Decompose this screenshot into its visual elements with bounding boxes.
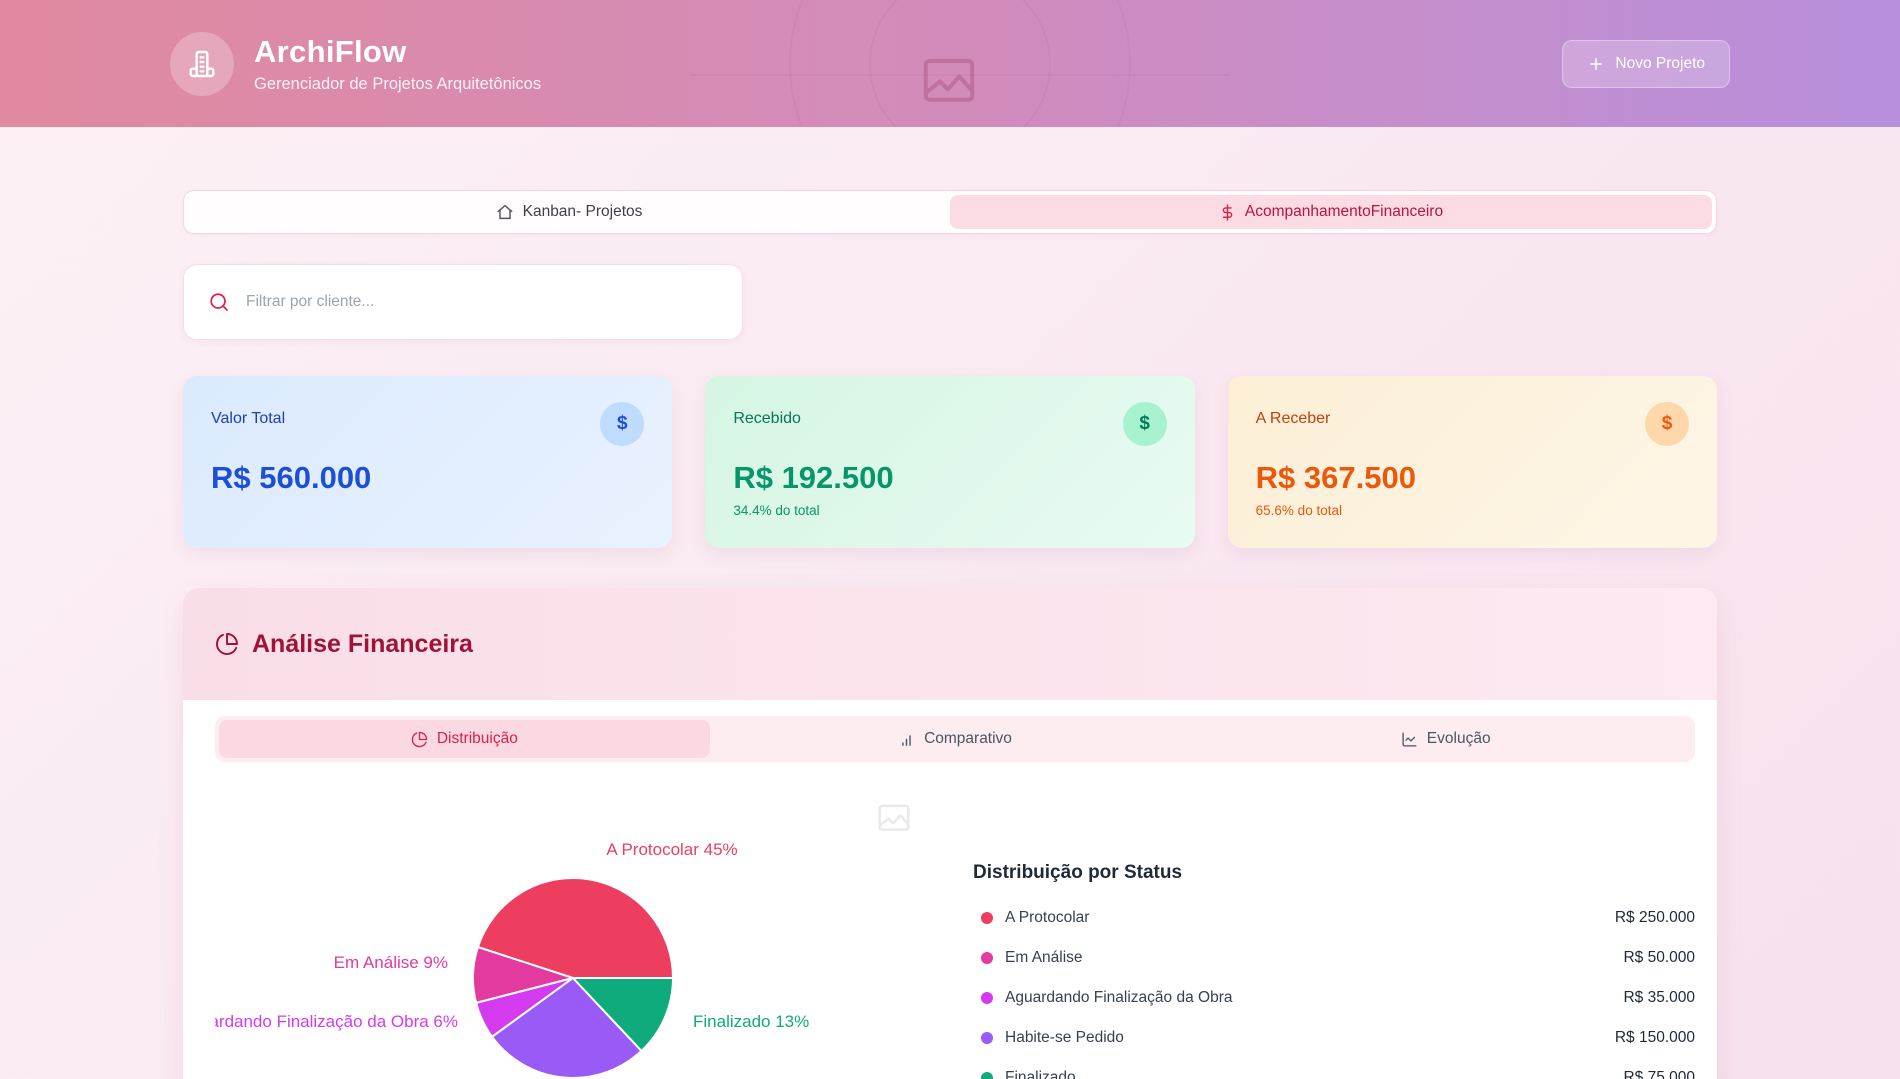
- main-tab-bar: Kanban- Projetos AcompanhamentoFinanceir…: [183, 190, 1717, 234]
- analysis-body: Distribuição Comparativo Evolução A Protoc…: [183, 700, 1717, 1079]
- legend-row: Aguardando Finalização da Obra R$ 35.000: [981, 978, 1695, 1018]
- search-input[interactable]: [246, 293, 718, 311]
- line-chart-icon: [1402, 731, 1417, 747]
- status-color-dot: [981, 992, 993, 1004]
- pie-label-aguardando-finalizacao-da-obra: Aguardando Finalização da Obra 6%: [215, 1012, 458, 1031]
- new-project-button[interactable]: Novo Projeto: [1562, 39, 1730, 88]
- stat-label: Valor Total: [211, 410, 286, 427]
- legend-status-label: Em Análise: [1005, 949, 1083, 966]
- stat-value: R$ 192.500: [733, 460, 894, 495]
- image-placeholder-watermark: [923, 58, 975, 102]
- stat-label: Recebido: [733, 410, 801, 427]
- bar-chart-icon: [902, 734, 911, 746]
- analysis-tab-label: Distribuição: [436, 730, 518, 747]
- pie-chart-icon: [216, 633, 238, 655]
- image-placeholder-watermark: [878, 804, 910, 831]
- dollar-circle-icon: $: [600, 402, 645, 446]
- legend-row: A Protocolar R$ 250.000: [981, 898, 1695, 938]
- chart-legend: Distribuição por Status A Protocolar R$ 2…: [953, 770, 1695, 1079]
- analysis-tab-bar: Distribuição Comparativo Evolução: [215, 716, 1695, 762]
- pie-chart-icon: [411, 731, 428, 747]
- pie-slice-finalizado[interactable]: [572, 977, 674, 1052]
- legend-status-label: Aguardando Finalização da Obra: [1005, 989, 1233, 1006]
- analysis-tab-distribuicao[interactable]: Distribuição: [219, 720, 710, 758]
- pie-label-em-analise: Em Análise 9%: [333, 953, 448, 972]
- legend-status-label: Finalizado: [1005, 1069, 1076, 1079]
- pie-slice-habite-se-pedido[interactable]: [491, 977, 643, 1079]
- dollar-circle-icon: $: [1644, 402, 1689, 446]
- analysis-tab-label: Evolução: [1426, 730, 1491, 747]
- financial-analysis-card: Análise Financeira Distribuição Comparati…: [183, 588, 1717, 1079]
- pie-slice-a-protocolar[interactable]: [476, 876, 674, 979]
- stat-subtext: 65.6% do total: [1255, 503, 1342, 518]
- analysis-title: Análise Financeira: [252, 629, 473, 658]
- stat-card-a-receber: A Receber $ R$ 367.500 65.6% do total: [1227, 376, 1717, 548]
- stat-card-valor-total: Valor Total $ R$ 560.000: [183, 376, 673, 548]
- chart-row: A Protocolar 45% Em Análise 9% Aguardando …: [215, 770, 1695, 1079]
- analysis-header: Análise Financeira: [183, 588, 1717, 700]
- stat-value: R$ 560.000: [211, 460, 372, 495]
- legend-status-label: Habite-se Pedido: [1005, 1029, 1124, 1046]
- client-filter: [183, 264, 743, 340]
- legend-rows: A Protocolar R$ 250.000 Em Análise R$ 50.00…: [973, 898, 1695, 1079]
- pie-label-finalizado: Finalizado 13%: [693, 1012, 810, 1031]
- building-icon: [189, 50, 215, 77]
- app-logo: [170, 31, 234, 96]
- search-icon: [210, 293, 228, 311]
- dollar-circle-icon: $: [1122, 402, 1167, 446]
- status-color-dot: [981, 1072, 993, 1079]
- tab-kanban-label: Kanban- Projetos: [522, 203, 643, 220]
- legend-row: Habite-se Pedido R$ 150.000: [981, 1018, 1695, 1058]
- status-color-dot: [981, 912, 993, 924]
- legend-row: Finalizado R$ 75.000: [981, 1058, 1695, 1079]
- analysis-tab-comparativo[interactable]: Comparativo: [710, 720, 1201, 758]
- tab-financeiro-label: AcompanhamentoFinanceiro: [1244, 203, 1444, 220]
- pie-chart: A Protocolar 45% Em Análise 9% Aguardando …: [215, 770, 953, 1079]
- page-subtitle: Gerenciador de Projetos Arquitetônicos: [254, 74, 542, 93]
- pie-chart-svg: [472, 876, 674, 1079]
- status-color-dot: [981, 1032, 993, 1044]
- legend-row: Em Análise R$ 50.000: [981, 938, 1695, 978]
- pie-label-a-protocolar: A Protocolar 45%: [606, 840, 738, 859]
- legend-status-label: A Protocolar: [1005, 909, 1090, 926]
- app-header: ArchiFlow Gerenciador de Projetos Arquit…: [0, 0, 1900, 127]
- stat-subtext: 34.4% do total: [733, 503, 820, 518]
- stat-value: R$ 367.500: [1255, 460, 1416, 495]
- plus-icon: [1590, 57, 1603, 70]
- stat-label: A Receber: [1255, 410, 1331, 427]
- legend-status-value: R$ 35.000: [1623, 989, 1695, 1006]
- main-content: Kanban- Projetos AcompanhamentoFinanceir…: [183, 190, 1717, 1079]
- legend-status-value: R$ 250.000: [1614, 909, 1695, 926]
- stats-row: Valor Total $ R$ 560.000 Recebido $ R$ 1…: [183, 376, 1717, 548]
- brand: ArchiFlow Gerenciador de Projetos Arquit…: [170, 31, 542, 96]
- analysis-tab-label: Comparativo: [924, 730, 1012, 747]
- legend-title: Distribuição por Status: [973, 862, 1183, 883]
- dollar-icon: [1222, 203, 1233, 221]
- stat-card-recebido: Recebido $ R$ 192.500 34.4% do total: [705, 376, 1195, 548]
- tab-acompanhamento-financeiro[interactable]: AcompanhamentoFinanceiro: [950, 195, 1712, 229]
- status-color-dot: [981, 952, 993, 964]
- analysis-tab-evolucao[interactable]: Evolução: [1200, 720, 1691, 758]
- home-icon: [497, 204, 513, 220]
- legend-status-value: R$ 50.000: [1623, 949, 1695, 966]
- page-title: ArchiFlow: [254, 33, 407, 69]
- legend-status-value: R$ 150.000: [1614, 1029, 1695, 1046]
- tab-kanban-projetos[interactable]: Kanban- Projetos: [188, 195, 950, 229]
- new-project-label: Novo Projeto: [1615, 54, 1705, 72]
- legend-status-value: R$ 75.000: [1623, 1069, 1695, 1079]
